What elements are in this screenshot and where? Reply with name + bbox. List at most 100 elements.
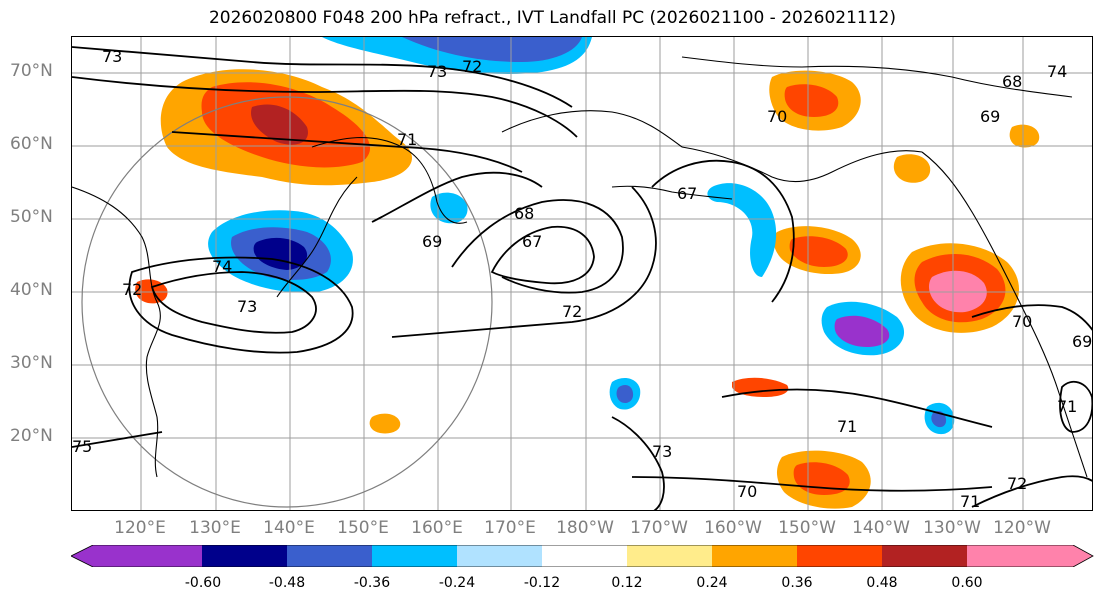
contour-label: 68 [1002, 72, 1022, 91]
contour-68 [451, 199, 624, 294]
lat-label-40n: 40°N [10, 280, 53, 300]
colorbar-tick: -0.12 [523, 575, 561, 591]
contour-label: 71 [397, 130, 417, 149]
colorbar-segment-6 [627, 545, 712, 567]
contour-label: 71 [837, 417, 857, 436]
contour-72-mid [651, 159, 795, 303]
contour-72-south [721, 388, 993, 428]
contour-label: 72 [562, 302, 582, 321]
colorbar-tick: -0.60 [184, 575, 222, 591]
lon-label-130e: 130°E [189, 518, 241, 538]
colorbar-tick: 0.36 [781, 575, 813, 591]
contour-69 [371, 171, 543, 223]
colorbar-segment-8 [797, 545, 882, 567]
lon-label-170w: 170°W [630, 518, 688, 538]
contour-70-east [971, 475, 1092, 508]
coast-japan [276, 176, 358, 298]
contour-67 [490, 225, 595, 285]
contour-label: 67 [522, 232, 542, 251]
lon-label-160e: 160°E [411, 518, 463, 538]
colorbar-tick: 0.60 [951, 575, 983, 591]
colorbar-tick: 0.12 [611, 575, 643, 591]
contour-label: 67 [677, 184, 697, 203]
anomaly-positive-small-2 [893, 154, 931, 183]
contour-label-group: 73 73 72 71 69 68 67 72 70 69 68 67 72 7… [72, 47, 1092, 511]
range-circle [81, 96, 493, 508]
contours [72, 46, 1092, 510]
contour-70-mid [391, 186, 657, 338]
contour-74-japan [150, 271, 317, 334]
contour-label: 75 [72, 437, 92, 456]
colorbar [71, 545, 1094, 567]
contour-label: 72 [462, 57, 482, 76]
coast-bering [501, 110, 683, 148]
colorbar-tick: 0.24 [696, 575, 728, 591]
colorbar-segment-4 [457, 545, 542, 567]
contour-70-trop [611, 416, 665, 510]
anomaly-fills [135, 37, 1040, 509]
contour-label: 68 [514, 204, 534, 223]
lat-label-70n: 70°N [10, 61, 53, 81]
contour-71 [171, 131, 523, 173]
contour-label: 72 [122, 280, 142, 299]
contour-72-north [72, 76, 578, 138]
anomaly-negative-subtrop-core [616, 385, 634, 403]
map-panel: 73 73 72 71 69 68 67 72 70 69 68 67 72 7… [71, 36, 1093, 511]
contour-73-japan [128, 256, 354, 354]
colorbar-segment-7 [712, 545, 797, 567]
colorbar-outline [71, 545, 1094, 567]
contour-label: 70 [737, 482, 757, 501]
anomaly-negative-central-max [834, 315, 890, 347]
contour-label: 74 [212, 257, 232, 276]
anomaly-negative-east-core [931, 411, 947, 428]
lat-label-50n: 50°N [10, 207, 53, 227]
contour-label: 73 [102, 47, 122, 66]
coast-alaska [681, 146, 923, 183]
colorbar-segment-5 [542, 545, 627, 567]
colorbar-segment-2 [287, 545, 372, 567]
colorbar-tick: 0.48 [866, 575, 898, 591]
anomaly-positive-siberia-max [251, 104, 308, 145]
colorbar-segment-0 [71, 545, 202, 567]
lon-label-130w: 130°W [923, 518, 981, 538]
contour-label: 70 [767, 107, 787, 126]
lon-label-150w: 150°W [778, 518, 836, 538]
colorbar-segment-3 [372, 545, 457, 567]
contour-label: 71 [960, 492, 980, 511]
lon-label-140w: 140°W [852, 518, 910, 538]
lon-label-120w: 120°W [993, 518, 1051, 538]
anomaly-positive-midpac-core [789, 236, 848, 267]
colorbar-tick: -0.48 [268, 575, 306, 591]
lon-label-150e: 150°E [337, 518, 389, 538]
coast-arctic-north [681, 56, 1073, 98]
contour-label: 69 [422, 232, 442, 251]
contour-73-north [72, 46, 573, 108]
coast-okhotsk [311, 137, 403, 148]
lon-label-120e: 120°E [114, 518, 166, 538]
anomaly-negative-cyan-arc [707, 183, 777, 277]
contour-label: 73 [427, 62, 447, 81]
colorbar-segment-1 [202, 545, 287, 567]
map-title: 2026020800 F048 200 hPa refract., IVT La… [208, 8, 896, 28]
lat-label-30n: 30°N [10, 353, 53, 373]
lon-label-180w: 180°W [556, 518, 614, 538]
contour-label: 73 [652, 442, 672, 461]
contour-74-east [971, 304, 1092, 331]
lon-label-140e: 140°E [263, 518, 315, 538]
contour-label: 69 [1072, 332, 1092, 351]
anomaly-positive-alaska-core [784, 84, 839, 117]
contour-71-south [631, 476, 993, 492]
lon-label-160w: 160°W [704, 518, 762, 538]
contour-label: 69 [980, 107, 1000, 126]
lat-label-20n: 20°N [10, 426, 53, 446]
contour-71-west [72, 431, 163, 448]
lon-label-170e: 170°E [484, 518, 536, 538]
coast-kamchatka [401, 146, 468, 224]
coast-na-west [921, 151, 1088, 478]
coast-asia [72, 186, 161, 478]
coastlines [72, 56, 1088, 478]
anomaly-positive-small-3 [1009, 124, 1040, 148]
contour-label: 73 [237, 297, 257, 316]
anomaly-negative-kamchatka [430, 192, 468, 224]
contour-label: 72 [1007, 474, 1027, 493]
